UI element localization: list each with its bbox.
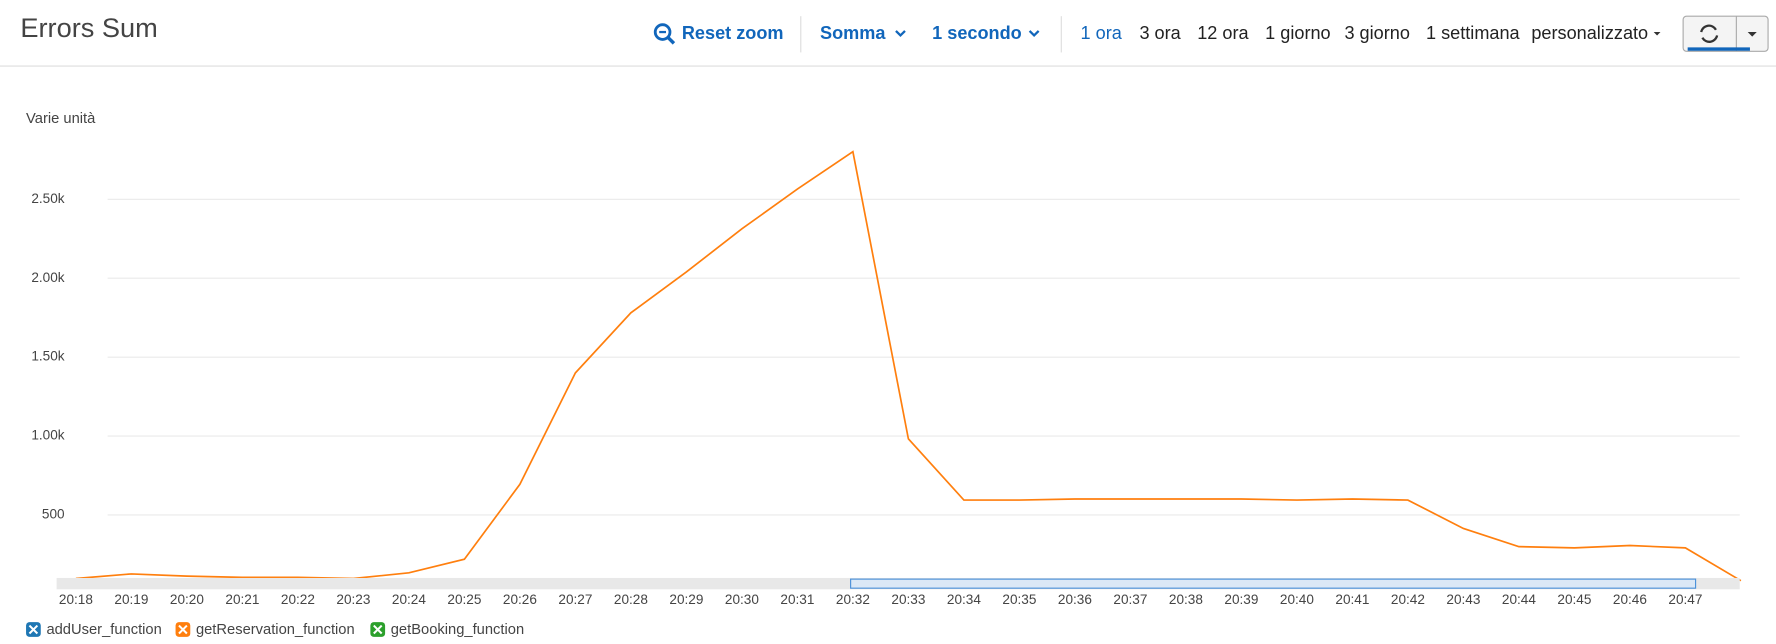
refresh-button[interactable]: [1682, 15, 1769, 52]
y-tick-label: 500: [42, 507, 65, 522]
x-tick-label: 20:29: [669, 592, 703, 607]
legend: addUser_function getReservation_function g…: [26, 622, 524, 638]
reset-zoom-label: Reset zoom: [682, 23, 784, 43]
x-tick-label: 20:26: [503, 592, 537, 607]
x-tick-label: 20:20: [170, 592, 204, 607]
caret: [1653, 32, 1661, 36]
refresh-icon: [1700, 24, 1719, 43]
range-option[interactable]: 1 giorno: [1265, 23, 1330, 43]
x-tick-label: 20:21: [225, 592, 259, 607]
x-tick-label: 20:34: [947, 592, 981, 607]
x-tick-label: 20:33: [891, 592, 925, 607]
y-tick-label: 1.00k: [31, 428, 64, 443]
x-tick-label: 20:18: [59, 592, 93, 607]
y-axis-label: Varie unità: [26, 111, 96, 127]
x-tick-label: 20:31: [780, 592, 814, 607]
legend-label: getBooking_function: [391, 622, 524, 638]
x-tick-label: 20:37: [1113, 592, 1147, 607]
x-tick-label: 20:30: [725, 592, 759, 607]
x-tick-label: 20:42: [1391, 592, 1425, 607]
range-group: 1 ora 3 ora 12 ora 1 giorno 3 giorno 1 settim…: [1081, 23, 1521, 43]
statistic-dropdown[interactable]: Somma: [820, 23, 906, 43]
legend-check: [373, 624, 383, 635]
x-tick-label: 20:46: [1613, 592, 1647, 607]
plot: 500 1.00k 1.50k 2.00k 2.50k 20:18 20:19 20:20 20…: [31, 150, 1742, 607]
x-tick-label: 20:39: [1224, 592, 1258, 607]
range-option[interactable]: 3 ora: [1139, 23, 1181, 43]
x-tick-label: 20:41: [1335, 592, 1369, 607]
legend-check: [178, 624, 188, 635]
x-tick-label: 20:47: [1668, 592, 1702, 607]
x-tick-label: 20:40: [1280, 592, 1314, 607]
widget-title: Errors Sum: [20, 12, 157, 43]
y-tick-label: 2.00k: [31, 270, 64, 285]
x-tick-label: 20:22: [281, 592, 315, 607]
legend-item[interactable]: addUser_function: [26, 622, 162, 638]
legend-item[interactable]: getBooking_function: [370, 622, 524, 638]
x-tick-label: 20:24: [392, 592, 426, 607]
range-option[interactable]: 1 ora: [1081, 23, 1123, 43]
y-tick-label: 2.50k: [31, 191, 64, 206]
x-tick-label: 20:27: [558, 592, 592, 607]
x-tick-label: 20:28: [614, 592, 648, 607]
period-label: 1 secondo: [932, 23, 1022, 43]
range-option[interactable]: 12 ora: [1197, 23, 1249, 43]
reset-zoom[interactable]: Reset zoom: [653, 23, 784, 45]
button-frame: [1682, 15, 1769, 52]
x-tick-label: 20:44: [1502, 592, 1536, 607]
statistic-label: Somma: [820, 23, 886, 43]
x-tick-label: 20:23: [336, 592, 370, 607]
chevron: [895, 30, 906, 38]
legend-check: [28, 624, 39, 635]
x-tick-label: 20:38: [1169, 592, 1203, 607]
custom-range-label: personalizzato: [1531, 23, 1648, 43]
range-option[interactable]: 3 giorno: [1344, 23, 1409, 43]
period-dropdown[interactable]: 1 secondo: [932, 23, 1040, 43]
x-tick-label: 20:25: [447, 592, 481, 607]
zoom-icon: [653, 23, 672, 41]
caret: [1747, 32, 1757, 37]
y-tick-label: 1.50k: [31, 349, 64, 364]
x-tick-label: 20:43: [1446, 592, 1480, 607]
custom-range[interactable]: personalizzato: [1531, 23, 1661, 43]
legend-label: addUser_function: [46, 622, 161, 638]
chevron: [1028, 30, 1040, 38]
x-tick-label: 20:45: [1557, 592, 1591, 607]
zoom-brush[interactable]: [56, 577, 1740, 590]
x-tick-label: 20:32: [836, 592, 870, 607]
range-option[interactable]: 1 settimana: [1426, 23, 1521, 43]
x-tick-label: 20:35: [1002, 592, 1036, 607]
x-tick-label: 20:36: [1058, 592, 1092, 607]
legend-label: getReservation_function: [196, 622, 355, 638]
legend-item[interactable]: getReservation_function: [175, 622, 355, 638]
zoom-icon: [667, 36, 676, 45]
brush-selection: [850, 578, 1697, 589]
x-tick-label: 20:19: [114, 592, 148, 607]
